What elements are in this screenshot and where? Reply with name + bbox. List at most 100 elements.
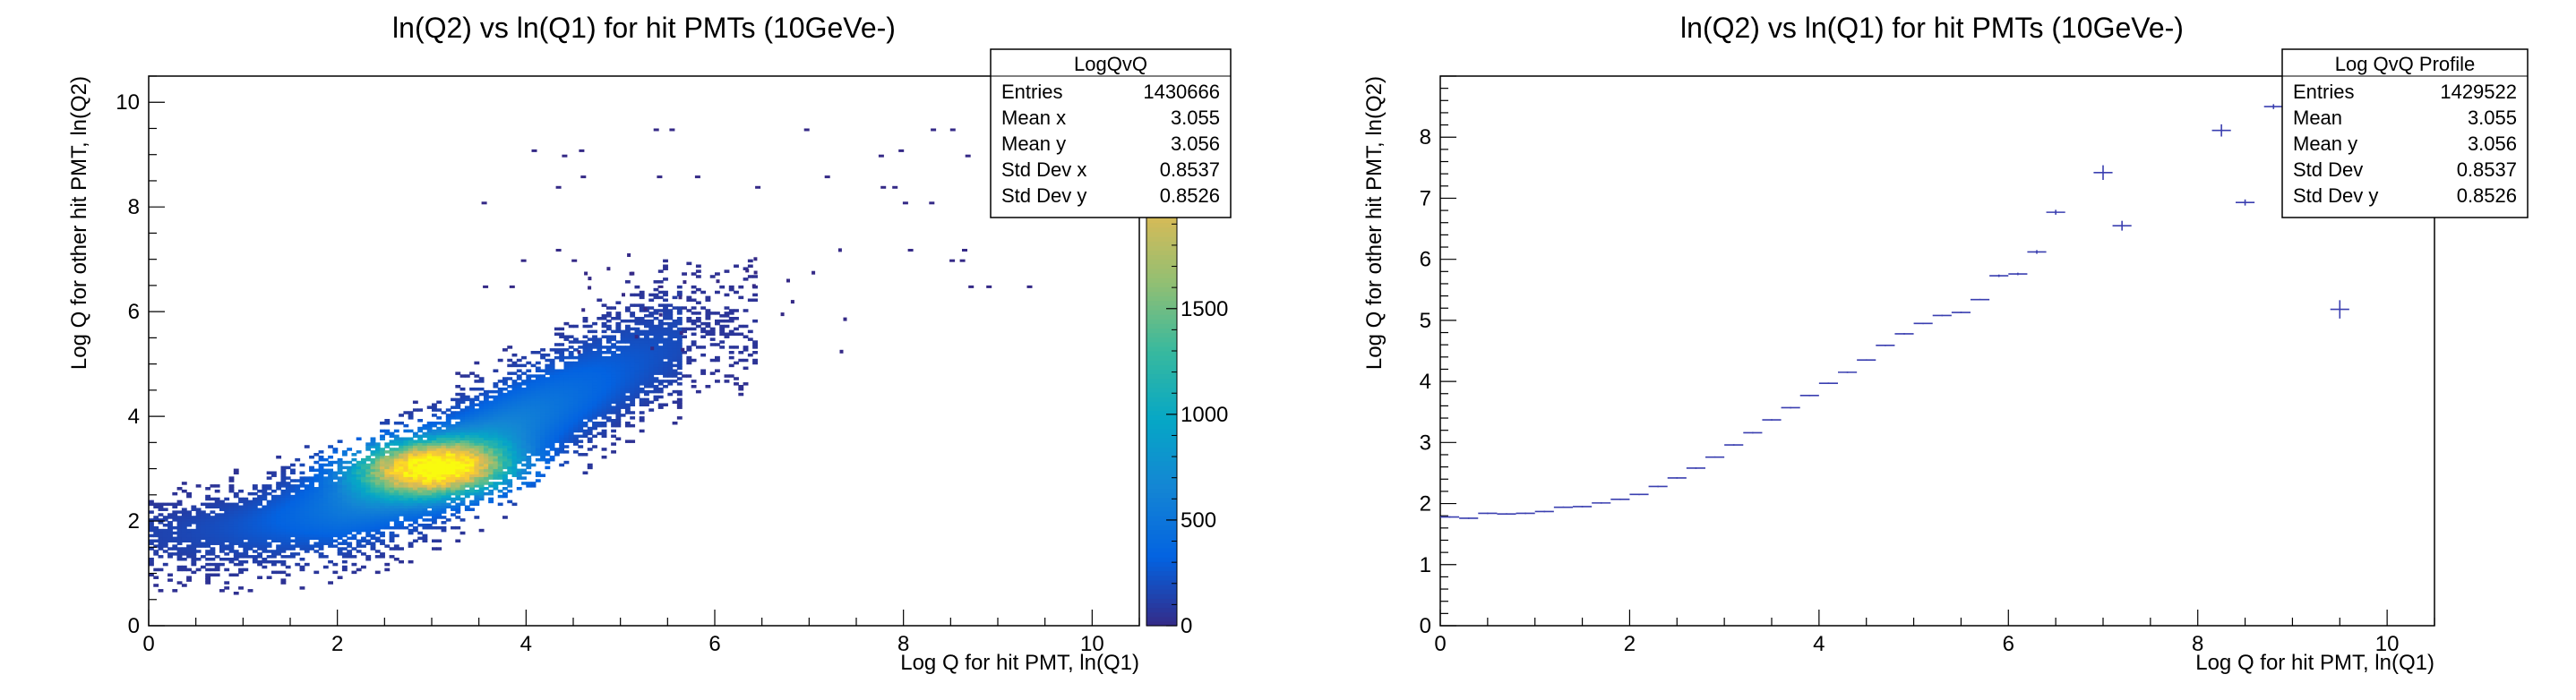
heatmap-cell	[280, 489, 287, 493]
heatmap-cell	[582, 319, 588, 323]
heatmap-cell	[587, 387, 593, 391]
heatmap-cell	[511, 363, 518, 368]
heatmap-cell	[403, 450, 409, 454]
heatmap-cell	[752, 298, 758, 303]
heatmap-cell	[516, 468, 522, 473]
heatmap-cell	[738, 351, 744, 354]
heatmap-cell	[347, 482, 353, 485]
heatmap-cell	[611, 385, 616, 388]
heatmap-cell	[195, 557, 202, 561]
heatmap-cell	[493, 419, 499, 423]
stats-label: Mean y	[1001, 132, 1066, 155]
heatmap-cell	[347, 544, 353, 548]
heatmap-cell	[559, 387, 565, 391]
heatmap-cell	[200, 565, 206, 569]
heatmap-cell	[412, 457, 418, 462]
heatmap-cell	[469, 414, 475, 417]
heatmap-cell	[441, 455, 447, 459]
heatmap-cell	[497, 431, 503, 436]
heatmap-cell	[644, 346, 649, 349]
heatmap-cell	[393, 547, 399, 551]
heatmap-cell	[252, 523, 258, 527]
heatmap-cell	[176, 534, 183, 538]
heatmap-cell	[347, 523, 353, 527]
heatmap-cell	[535, 416, 541, 420]
heatmap-cell	[347, 479, 353, 482]
heatmap-cell	[601, 314, 607, 318]
colorbar-swatch	[1146, 575, 1177, 581]
heatmap-cell	[451, 416, 456, 420]
heatmap-cell	[549, 397, 555, 402]
heatmap-cell	[578, 421, 584, 425]
heatmap-cell	[309, 547, 314, 551]
heatmap-cell	[601, 455, 607, 459]
heatmap-cell	[497, 414, 503, 417]
heatmap-cell	[322, 489, 329, 493]
heatmap-cell	[601, 434, 607, 439]
heatmap-cell	[563, 348, 570, 352]
heatmap-cell	[493, 437, 499, 441]
heatmap-cell	[605, 377, 612, 380]
heatmap-cell	[743, 277, 749, 281]
heatmap-cell	[615, 411, 622, 414]
heatmap-cell	[743, 346, 749, 349]
heatmap-cell	[243, 550, 249, 553]
heatmap-cell	[493, 453, 499, 457]
heatmap-cell	[545, 389, 551, 394]
heatmap-cell	[210, 562, 216, 567]
heatmap-cell	[191, 528, 197, 533]
heatmap-cell	[380, 479, 385, 482]
heatmap-cell	[573, 416, 579, 420]
heatmap-cell	[511, 463, 518, 467]
heatmap-cell	[597, 366, 603, 371]
heatmap-cell	[361, 536, 366, 541]
heatmap-cell	[601, 316, 607, 320]
heatmap-cell	[432, 465, 437, 470]
heatmap-cell	[205, 531, 211, 535]
heatmap-cell	[436, 442, 442, 446]
heatmap-cell	[332, 562, 339, 567]
heatmap-cell	[162, 502, 168, 507]
heatmap-cell	[535, 400, 541, 405]
y-tick-label: 7	[1420, 186, 1431, 210]
heatmap-cell	[535, 387, 541, 391]
heatmap-cell	[451, 434, 456, 439]
heatmap-cell	[474, 431, 480, 436]
stats-box-title: Log QvQ Profile	[2335, 53, 2476, 75]
heatmap-cell	[653, 377, 659, 380]
heatmap-cell	[270, 559, 277, 564]
heatmap-cell	[309, 479, 314, 482]
heatmap-cell	[582, 395, 588, 399]
heatmap-cell	[648, 389, 655, 394]
heatmap-cell	[195, 550, 202, 553]
heatmap-cell	[663, 293, 668, 297]
colorbar-swatch	[1146, 589, 1177, 594]
colorbar-swatch	[1146, 492, 1177, 499]
heatmap-cell	[526, 448, 532, 451]
heatmap-cell	[597, 374, 603, 378]
heatmap-cell	[280, 555, 287, 559]
heatmap-cell	[535, 448, 541, 451]
heatmap-cell	[445, 445, 451, 448]
heatmap-cell	[295, 518, 301, 522]
heatmap-cell	[578, 382, 584, 386]
heatmap-cell	[167, 552, 173, 556]
heatmap-cell	[384, 494, 391, 499]
heatmap-cell	[436, 431, 442, 436]
y-tick-label: 6	[128, 300, 140, 324]
heatmap-cell	[488, 442, 494, 446]
heatmap-cell	[380, 465, 385, 470]
heatmap-cell	[545, 419, 551, 423]
heatmap-cell	[412, 499, 418, 504]
heatmap-cell	[432, 510, 437, 514]
heatmap-cell	[630, 369, 636, 372]
heatmap-cell	[191, 542, 197, 545]
heatmap-cell	[568, 385, 574, 388]
heatmap-cell	[370, 528, 376, 533]
heatmap-cell	[535, 380, 541, 383]
heatmap-cell	[328, 521, 333, 525]
heatmap-cell	[205, 536, 211, 541]
heatmap-cell	[511, 434, 518, 439]
heatmap-cell	[266, 576, 272, 579]
heatmap-cell	[426, 460, 433, 465]
